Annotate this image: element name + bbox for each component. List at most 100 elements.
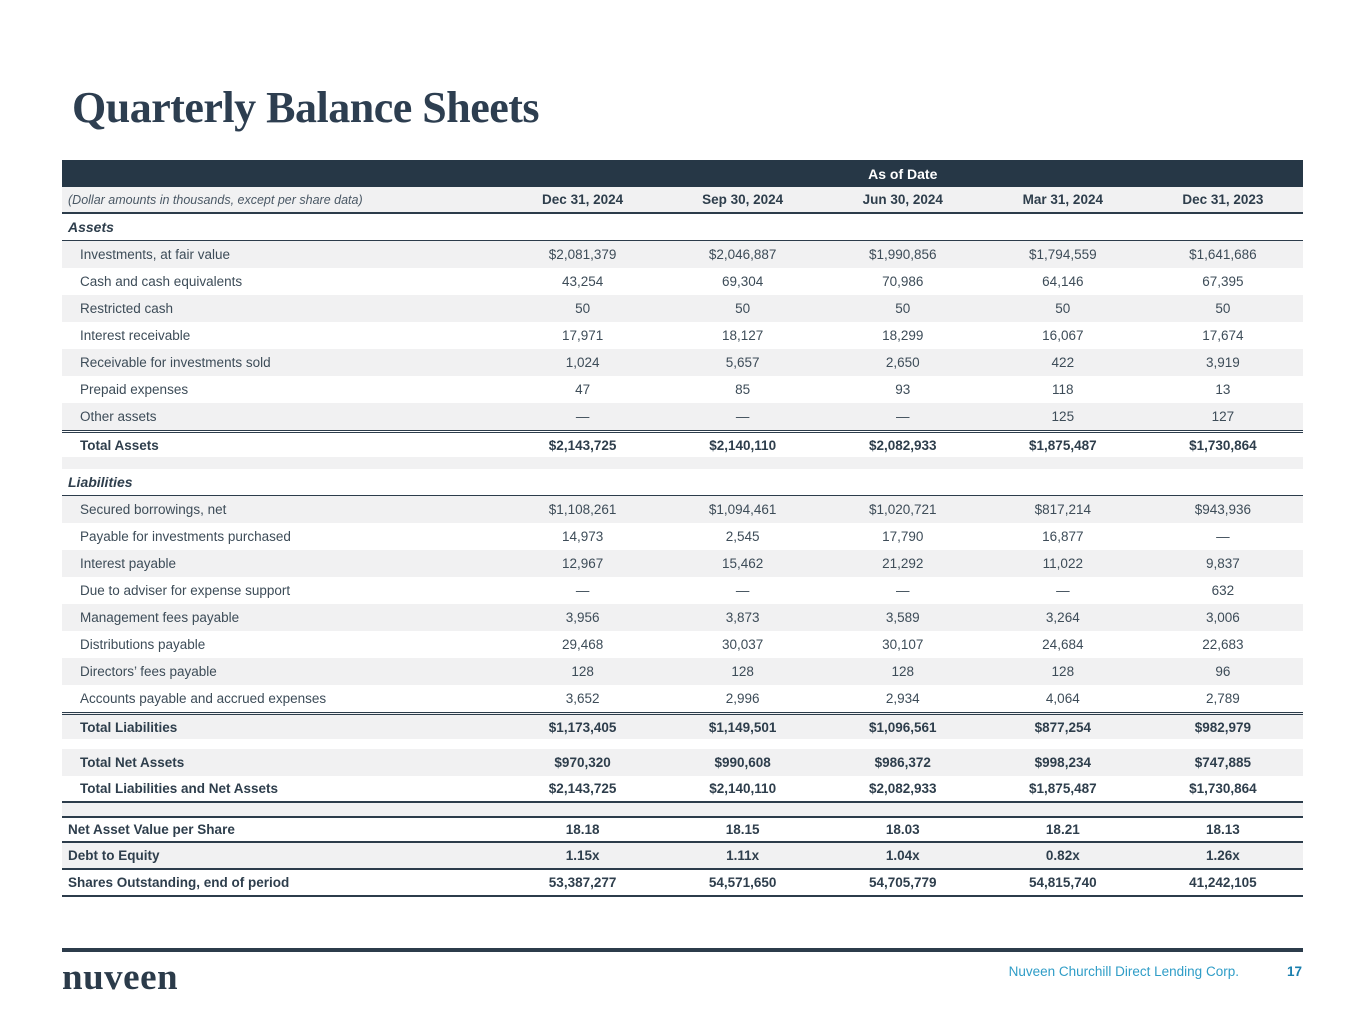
cell: 47 xyxy=(575,382,591,397)
table-row: Management fees payable 3,956 3,873 3,589 3,… xyxy=(62,604,1303,631)
cell: 3,264 xyxy=(1045,610,1080,625)
cell: 11,022 xyxy=(1042,556,1083,571)
cell: 30,107 xyxy=(882,637,924,652)
cell: 3,589 xyxy=(885,610,920,625)
cell: $1,020,721 xyxy=(868,502,937,517)
row-label: Prepaid expenses xyxy=(80,382,189,397)
row-label: Total Assets xyxy=(80,437,159,453)
cell: 1,024 xyxy=(565,355,600,370)
spacer-row xyxy=(62,457,1303,469)
table-row: Interest receivable 17,971 18,127 18,299 16,… xyxy=(62,322,1303,349)
cell: 64,146 xyxy=(1042,274,1084,289)
cell: 43,254 xyxy=(561,274,604,289)
cell: — xyxy=(575,583,590,598)
cell: 18.15 xyxy=(725,822,760,837)
cell: 30,037 xyxy=(722,637,764,652)
cell: $2,143,725 xyxy=(548,781,617,796)
column-header-row: (Dollar amounts in thousands, except per… xyxy=(62,187,1303,214)
cell: $877,254 xyxy=(1034,719,1091,735)
cell: 3,873 xyxy=(725,610,760,625)
table-row: Total Liabilities $1,173,405 $1,149,501 $1,… xyxy=(62,712,1303,739)
column-header: Sep 30, 2024 xyxy=(702,192,784,207)
cell: 22,683 xyxy=(1202,637,1244,652)
cell: 3,006 xyxy=(1206,610,1240,625)
table-row: Interest payable 12,967 15,462 21,292 11,022… xyxy=(62,550,1303,577)
cell: 50 xyxy=(735,301,751,316)
cell: 2,996 xyxy=(725,691,760,706)
cell: $998,234 xyxy=(1034,755,1091,770)
table-row: Total Liabilities and Net Assets $2,143,7… xyxy=(62,776,1303,803)
cell: $2,143,725 xyxy=(548,437,617,453)
table-rows: Assets Investments, at fair value $2,081,3… xyxy=(62,214,1303,897)
cell: 1.04x xyxy=(885,848,920,863)
cell: 18.13 xyxy=(1206,822,1240,837)
row-label: Cash and cash equivalents xyxy=(80,274,243,289)
cell: 54,705,779 xyxy=(868,875,937,890)
table-row: Shares Outstanding, end of period 53,387,… xyxy=(62,870,1303,897)
cell: $970,320 xyxy=(554,755,611,770)
cell: 18,299 xyxy=(882,328,924,343)
cell: 16,067 xyxy=(1042,328,1084,343)
row-label: Investments, at fair value xyxy=(80,247,231,262)
table-row: Directors’ fees payable 128 128 128 128 96 xyxy=(62,658,1303,685)
row-label: Payable for investments purchased xyxy=(80,529,291,544)
cell: 18.18 xyxy=(565,822,600,837)
footer-company-name: Nuveen Churchill Direct Lending Corp. xyxy=(1008,964,1239,979)
footer-divider xyxy=(62,948,1303,952)
cell: $2,082,933 xyxy=(868,781,937,796)
row-label: Interest receivable xyxy=(80,328,191,343)
cell: $1,730,864 xyxy=(1189,437,1257,453)
row-label: Secured borrowings, net xyxy=(80,502,227,517)
row-label: Due to adviser for expense support xyxy=(80,583,291,598)
cell: — xyxy=(1056,583,1070,598)
cell: 29,468 xyxy=(561,637,604,652)
cell: 125 xyxy=(1051,409,1075,424)
row-label: Total Net Assets xyxy=(80,755,185,770)
cell: 54,815,740 xyxy=(1029,875,1097,890)
column-header: Dec 31, 2023 xyxy=(1182,192,1264,207)
cell: 118 xyxy=(1052,382,1074,397)
cell: 128 xyxy=(731,664,754,679)
cell: 14,973 xyxy=(561,529,604,544)
cell: — xyxy=(895,409,910,424)
cell: $986,372 xyxy=(874,755,931,770)
row-label: Net Asset Value per Share xyxy=(68,822,235,837)
cell: 18.03 xyxy=(885,822,920,837)
cell: 1.26x xyxy=(1206,848,1240,863)
table-row: Secured borrowings, net $1,108,261 $1,094,… xyxy=(62,496,1303,523)
table-row: Payable for investments purchased 14,973 2… xyxy=(62,523,1303,550)
cell: 15,462 xyxy=(722,556,764,571)
table-row: Total Net Assets $970,320 $990,608 $986,372… xyxy=(62,749,1303,776)
cell: $1,794,559 xyxy=(1029,247,1097,262)
row-label: Debt to Equity xyxy=(68,848,160,863)
row-label: Management fees payable xyxy=(80,610,240,625)
column-header: Jun 30, 2024 xyxy=(862,192,943,207)
balance-sheet-table: As of Date (Dollar amounts in thousands,… xyxy=(62,160,1303,897)
cell: 93 xyxy=(895,382,911,397)
cell: 5,657 xyxy=(725,355,760,370)
cell: 2,934 xyxy=(885,691,920,706)
spacer-row xyxy=(62,739,1303,749)
row-label: Distributions payable xyxy=(80,637,206,652)
table-banner: As of Date xyxy=(62,160,1303,187)
cell: 54,571,650 xyxy=(708,875,777,890)
cell: 1.15x xyxy=(565,848,600,863)
spacer-row xyxy=(62,803,1303,816)
table-note: (Dollar amounts in thousands, except per… xyxy=(68,192,363,207)
cell: 50 xyxy=(575,301,591,316)
cell: 1.11x xyxy=(726,848,760,863)
table-row: Distributions payable 29,468 30,037 30,107 2… xyxy=(62,631,1303,658)
cell: — xyxy=(1216,529,1230,544)
cell: $1,990,856 xyxy=(868,247,937,262)
table-row: Total Assets $2,143,725 $2,140,110 $2,082,9… xyxy=(62,430,1303,457)
table-row: Restricted cash 50 50 50 50 50 xyxy=(62,295,1303,322)
cell: 422 xyxy=(1051,355,1075,370)
cell: 3,919 xyxy=(1206,355,1240,370)
table-row: Accounts payable and accrued expenses 3,6… xyxy=(62,685,1303,712)
cell: $1,108,261 xyxy=(548,502,617,517)
cell: $1,875,487 xyxy=(1029,437,1097,453)
table-row: Cash and cash equivalents 43,254 69,304 70,… xyxy=(62,268,1303,295)
cell: 50 xyxy=(1215,301,1231,316)
cell: 85 xyxy=(735,382,751,397)
cell: — xyxy=(735,409,750,424)
